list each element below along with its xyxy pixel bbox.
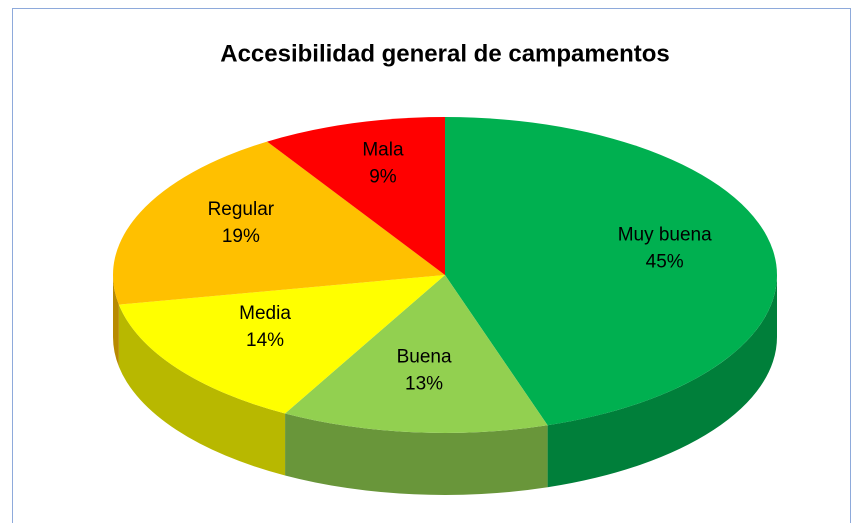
data-label-name: Buena (397, 346, 452, 367)
data-label-name: Muy buena (618, 224, 712, 245)
data-label-value: 19% (222, 226, 260, 247)
data-label-value: 9% (369, 166, 397, 187)
data-label-name: Mala (362, 139, 404, 160)
data-label-name: Media (239, 303, 291, 324)
chart-title: Accesibilidad general de campamentos (220, 40, 670, 67)
slice (118, 275, 446, 414)
slice-side (285, 413, 548, 496)
slice (285, 275, 548, 433)
data-label-value: 14% (246, 330, 284, 351)
slice-side (118, 304, 286, 476)
slice (445, 117, 777, 426)
data-label-value: 45% (646, 251, 684, 272)
slice-side (547, 275, 777, 488)
slice (112, 141, 445, 305)
slice (267, 117, 445, 275)
slice-side (113, 275, 119, 367)
data-label-name: Regular (208, 199, 275, 220)
data-label-value: 13% (405, 373, 443, 394)
